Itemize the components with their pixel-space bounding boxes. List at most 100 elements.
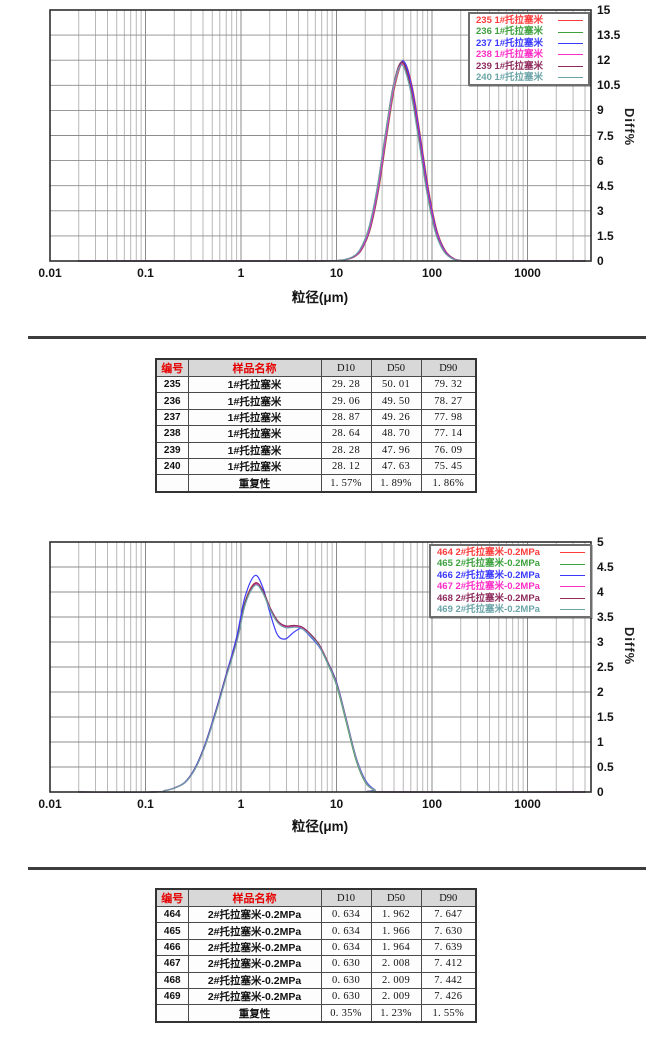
legend-entry-label: 467 2#托拉塞米-0.2MPa: [437, 581, 540, 593]
y-tick-label: 0.5: [597, 760, 614, 774]
chart2-grid: [49, 542, 591, 792]
x-tick-label: 0.01: [38, 266, 62, 280]
table-cell: 76. 09: [420, 441, 477, 459]
table-cell: 235: [155, 375, 189, 394]
table-cell: 465: [155, 922, 189, 940]
y-tick-label: 1.5: [597, 228, 614, 243]
y-tick-label: 3: [597, 203, 604, 218]
table-cell: 1. 55%: [420, 1004, 477, 1023]
y-tick-label: 1: [597, 735, 604, 749]
table-cell: 2#托拉塞米-0.2MPa: [187, 987, 322, 1006]
table-cell: 0. 634: [320, 905, 372, 924]
separator-line-2: [28, 867, 646, 870]
y-tick-label: 7.5: [597, 128, 614, 143]
table-cell: 1#托拉塞米: [187, 441, 322, 459]
table-cell: 79. 32: [420, 375, 477, 394]
table-cell: 1. 966: [370, 922, 422, 940]
table-cell: 1#托拉塞米: [187, 457, 322, 476]
table-cell: 2#托拉塞米-0.2MPa: [187, 971, 322, 989]
y-tick-label: 5: [597, 535, 604, 549]
x-tick-label: 1: [237, 266, 245, 280]
legend-entry-label: 466 2#托拉塞米-0.2MPa: [437, 569, 540, 581]
y-tick-label: 2.5: [597, 660, 614, 674]
table-header-row: 编号 样品名称 D10 D50 D90: [155, 888, 477, 907]
table-cell: 0. 35%: [320, 1004, 372, 1023]
legend-line-sample: [560, 552, 585, 554]
legend-line-sample: [560, 586, 585, 588]
legend-entry-label: 464 2#托拉塞米-0.2MPa: [437, 547, 540, 558]
legend-entry-label: 238 1#托拉塞米: [476, 49, 544, 61]
table-header-cell: D90: [420, 358, 477, 377]
table-cell: 468: [155, 971, 189, 989]
x-tick-label: 1000: [514, 797, 541, 811]
results-table-2: 编号 样品名称 D10 D50 D90 464 2#托拉塞米-0.2MPa 0. 634 1. …: [155, 888, 477, 1023]
y-tick-label: 9: [597, 103, 604, 118]
table-cell: 2. 009: [370, 987, 422, 1006]
series-curve-469: [78, 584, 587, 793]
table-cell: 78. 27: [420, 392, 477, 410]
table-header-row: 编号 样品名称 D10 D50 D90: [155, 358, 477, 377]
results-table-1: 编号 样品名称 D10 D50 D90 235 1#托拉塞米 29. 28 50. 01 79. …: [155, 358, 477, 493]
table-header-cell: 编号: [155, 358, 189, 377]
y-tick-label: 6: [597, 153, 604, 168]
legend-line-sample: [560, 609, 585, 611]
y-tick-label: 13.5: [597, 28, 621, 43]
table-row: 464 2#托拉塞米-0.2MPa 0. 634 1. 962 7. 647: [155, 905, 477, 924]
table-cell: 237: [155, 408, 189, 427]
table-header-cell: D50: [370, 888, 422, 907]
table-row: 239 1#托拉塞米 28. 28 47. 96 76. 09: [155, 441, 477, 459]
table-cell: 0. 630: [320, 971, 372, 989]
x-tick-label: 10: [329, 266, 344, 280]
chart1-legend: 235 1#托拉塞米 236 1#托拉塞米 237 1#托拉塞米 238 1#托拉塞米…: [468, 12, 590, 87]
table-cell: 469: [155, 987, 189, 1006]
table-cell: 重复性: [187, 474, 322, 493]
table-cell: 1. 23%: [370, 1004, 422, 1023]
x-tick-label: 0.1: [137, 266, 154, 280]
table-cell: 466: [155, 938, 189, 957]
chart1-grid: [49, 10, 591, 261]
legend-line-sample: [560, 574, 585, 576]
legend-entry-label: 469 2#托拉塞米-0.2MPa: [437, 603, 540, 615]
table-row: 238 1#托拉塞米 28. 64 48. 70 77. 14: [155, 425, 477, 443]
legend-line-sample: [558, 20, 583, 22]
y-tick-label: 4.5: [597, 178, 614, 193]
table-cell: 7. 647: [420, 905, 477, 924]
table-cell: 47. 96: [370, 441, 422, 459]
table-cell: 50. 01: [370, 375, 422, 394]
chart2-series-curves: [78, 574, 587, 793]
table-cell: 28. 87: [320, 408, 372, 427]
x-tick-label: 0.01: [38, 797, 62, 811]
table-row: 235 1#托拉塞米 29. 28 50. 01 79. 32: [155, 375, 477, 394]
table-cell: 2#托拉塞米-0.2MPa: [187, 938, 322, 957]
table-cell: 重复性: [187, 1004, 322, 1023]
table-cell: 0. 634: [320, 922, 372, 940]
table-cell: 75. 45: [420, 457, 477, 476]
legend-entry-label: 240 1#托拉塞米: [476, 71, 544, 83]
table-cell: 7. 412: [420, 955, 477, 973]
table-cell: 239: [155, 441, 189, 459]
table-row: 重复性 0. 35% 1. 23% 1. 55%: [155, 1004, 477, 1023]
table-cell: 77. 98: [420, 408, 477, 427]
table-cell: 29. 28: [320, 375, 372, 394]
legend-entry: 464 2#托拉塞米-0.2MPa: [431, 547, 590, 558]
chart2-legend: 464 2#托拉塞米-0.2MPa 465 2#托拉塞米-0.2MPa 466 2#…: [429, 544, 592, 619]
table-cell: [155, 474, 189, 493]
y-tick-label: 2: [597, 685, 604, 699]
y-tick-label: 0: [597, 254, 604, 268]
series-curve-240: [77, 64, 585, 262]
legend-entry: 237 1#托拉塞米: [470, 38, 588, 49]
chart2-y-axis-title: Diff%: [622, 627, 637, 666]
table-row: 重复性 1. 57% 1. 89% 1. 86%: [155, 474, 477, 493]
table-cell: 77. 14: [420, 425, 477, 443]
table-cell: 2. 008: [370, 955, 422, 973]
y-tick-label: 4.5: [597, 560, 614, 574]
table-row: 237 1#托拉塞米 28. 87 49. 26 77. 98: [155, 408, 477, 427]
table-header-cell: D50: [370, 358, 422, 377]
table-cell: 2#托拉塞米-0.2MPa: [187, 905, 322, 924]
table-row: 467 2#托拉塞米-0.2MPa 0. 630 2. 008 7. 412: [155, 955, 477, 973]
legend-line-sample: [558, 77, 583, 79]
table-cell: 47. 63: [370, 457, 422, 476]
table-cell: 49. 26: [370, 408, 422, 427]
